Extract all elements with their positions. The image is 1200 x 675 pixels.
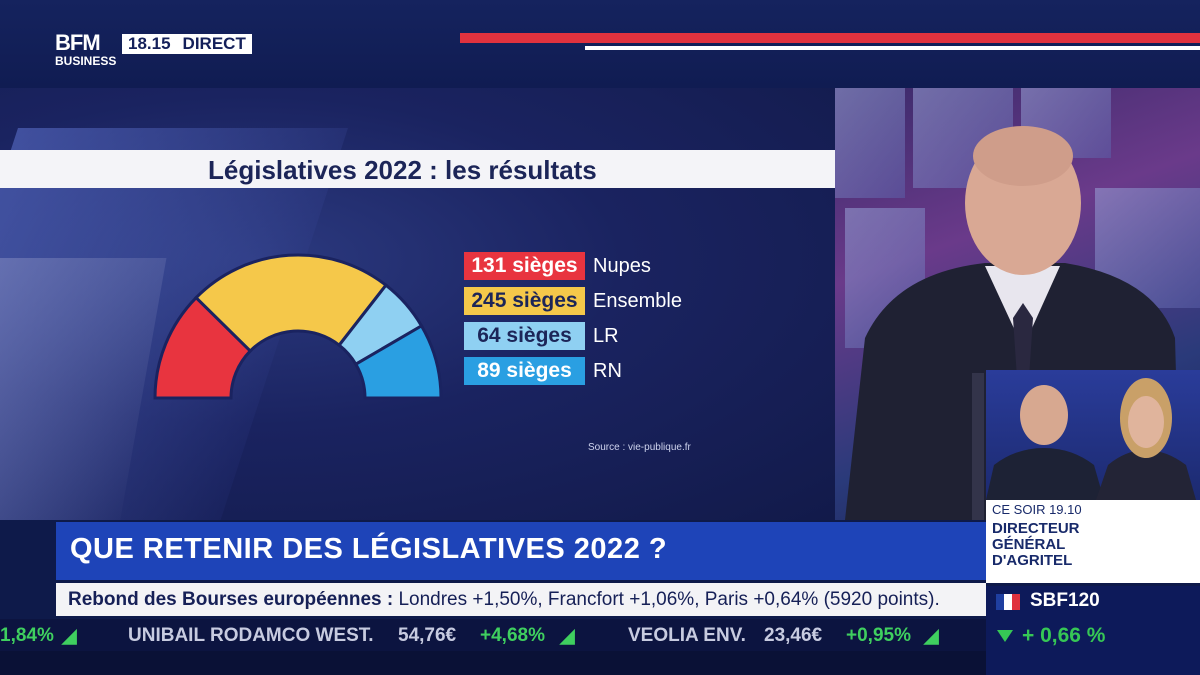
legend-row-rn: 89 sièges RN [464,357,622,385]
legend-row-lr: 64 sièges LR [464,322,619,350]
promo-line: D'AGRITEL [992,551,1073,569]
top-accent-line-white [585,46,1200,50]
party-label: RN [593,359,622,382]
logo-business: BUSINESS [55,54,117,68]
stock-name: UNIBAIL RODAMCO WEST. [128,625,374,646]
results-graphic: Législatives 2022 : les résultats 131 si… [0,88,835,520]
stock-name: VEOLIA ENV. [628,625,746,646]
headline-text: QUE RETENIR DES LÉGISLATIVES 2022 ? [70,533,668,565]
stock-price: 54,76€ [398,625,457,646]
market-index-box: SBF120 + 0,66 % [986,586,1200,675]
channel-logo: BFM BUSINESS [55,30,117,68]
news-ticker-rest: Londres +1,50%, Francfort +1,06%, Paris … [393,589,940,610]
legend-row-nupes: 131 sièges Nupes [464,252,651,280]
top-bar: BFM BUSINESS 18.15 DIRECT [0,0,1200,88]
change-arrow-icon: ◢ [560,626,575,647]
graphic-title-band: Législatives 2022 : les résultats [0,150,835,188]
guest-figures [986,378,1196,500]
live-time: 18.15 [128,34,171,53]
graphic-title: Législatives 2022 : les résultats [208,155,597,185]
hemicycle-chart [153,253,443,400]
seats-pill: 64 sièges [464,322,585,350]
party-label: Nupes [593,254,651,277]
stock-ticker: 1,84% ◢ UNIBAIL RODAMCO WEST. 54,76€ +4,… [0,619,986,651]
news-ticker: Rebond des Bourses européennes : Londres… [56,583,986,616]
news-ticker-bold: Rebond des Bourses européennes : [68,589,394,610]
top-accent-line-red [460,33,1200,43]
legend-row-ensemble: 245 sièges Ensemble [464,287,682,315]
hemicycle-segment-ensemble [194,253,389,354]
studio-screen [835,88,905,198]
logo-bfm: BFM [55,30,101,55]
party-label: Ensemble [593,289,682,312]
promo-guest-title: DIRECTEUR GÉNÉRAL D'AGRITEL [992,521,1080,568]
stock-change: +0,95% [846,625,911,646]
stock-price: 23,46€ [764,625,823,646]
promo-time: CE SOIR 19.10 [992,502,1082,517]
live-time-box: 18.15 DIRECT [122,34,252,54]
stock-change: +4,68% [480,625,545,646]
guest-photo [986,370,1200,500]
promo-line: GÉNÉRAL [992,535,1066,553]
party-label: LR [593,324,619,347]
news-ticker-text: Rebond des Bourses européennes : Londres… [68,589,940,611]
seats-pill: 245 sièges [464,287,585,315]
seats-pill: 131 sièges [464,252,585,280]
index-change: + 0,66 % [1022,624,1106,647]
live-label: DIRECT [182,34,246,53]
upcoming-guest-promo: CE SOIR 19.10 DIRECTEUR GÉNÉRAL D'AGRITE… [986,500,1200,583]
stock-change: 1,84% [0,625,54,646]
promo-line: DIRECTEUR [992,520,1080,537]
source-note: Source : vie-publique.fr [588,442,691,453]
change-arrow-icon: ◢ [62,626,77,647]
change-arrow-icon: ◢ [924,626,939,647]
hemicycle-segment-rn [353,323,443,400]
trend-up-arrow-icon [997,630,1013,642]
seats-pill: 89 sièges [464,357,585,385]
headline-banner: QUE RETENIR DES LÉGISLATIVES 2022 ? [56,522,986,580]
index-name: SBF120 [1030,590,1100,611]
france-flag-icon [996,594,1020,610]
